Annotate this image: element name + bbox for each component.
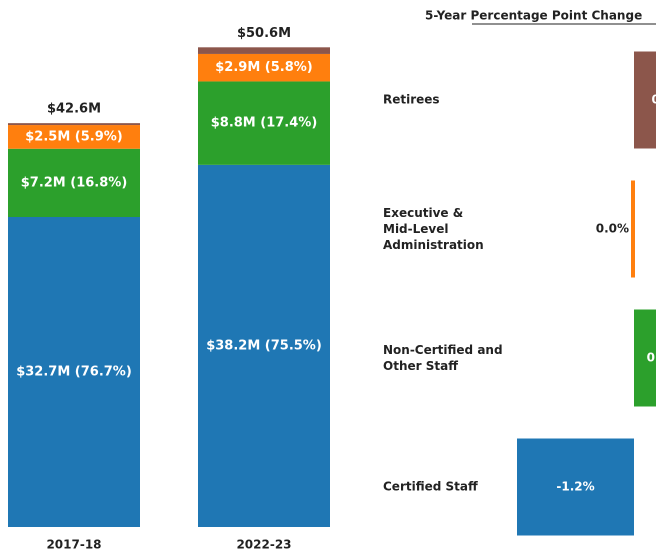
value-label: 0.0% <box>596 222 629 236</box>
value-label: $7.2M (16.8%) <box>21 175 128 190</box>
chart-title: 5-Year Percentage Point Change <box>425 9 642 23</box>
bar-segment <box>8 125 140 149</box>
total-label: $42.6M <box>47 102 101 117</box>
value-label: -1.2% <box>556 480 594 494</box>
value-label: $2.9M (5.8%) <box>215 60 312 75</box>
value-label: $38.2M (75.5%) <box>206 338 322 353</box>
value-label: $32.7M (76.7%) <box>16 365 132 380</box>
total-label: $50.6M <box>237 26 291 41</box>
bar-segment <box>8 217 140 527</box>
value-label: $8.8M (17.4%) <box>211 116 318 131</box>
bar-segment <box>8 148 140 218</box>
bar <box>634 51 656 149</box>
bar-segment <box>198 81 330 165</box>
bar-segment <box>198 164 330 527</box>
bar <box>634 309 656 407</box>
bar-segment <box>8 123 140 126</box>
bar-segment <box>198 47 330 54</box>
category-label: Non-Certified and Other Staff <box>383 343 503 373</box>
bar-segment <box>198 53 330 82</box>
value-label: 0.7% <box>651 93 656 107</box>
value-label: 0.6% <box>647 351 656 365</box>
bar <box>517 438 634 536</box>
category-label: Retirees <box>383 93 440 107</box>
x-tick-label: 2017-18 <box>46 538 101 552</box>
category-label: Executive & Mid-Level Administration <box>383 206 484 252</box>
x-tick-label: 2022-23 <box>236 538 291 552</box>
bar <box>631 180 635 278</box>
category-label: Certified Staff <box>383 480 478 494</box>
value-label: $2.5M (5.9%) <box>25 129 122 144</box>
